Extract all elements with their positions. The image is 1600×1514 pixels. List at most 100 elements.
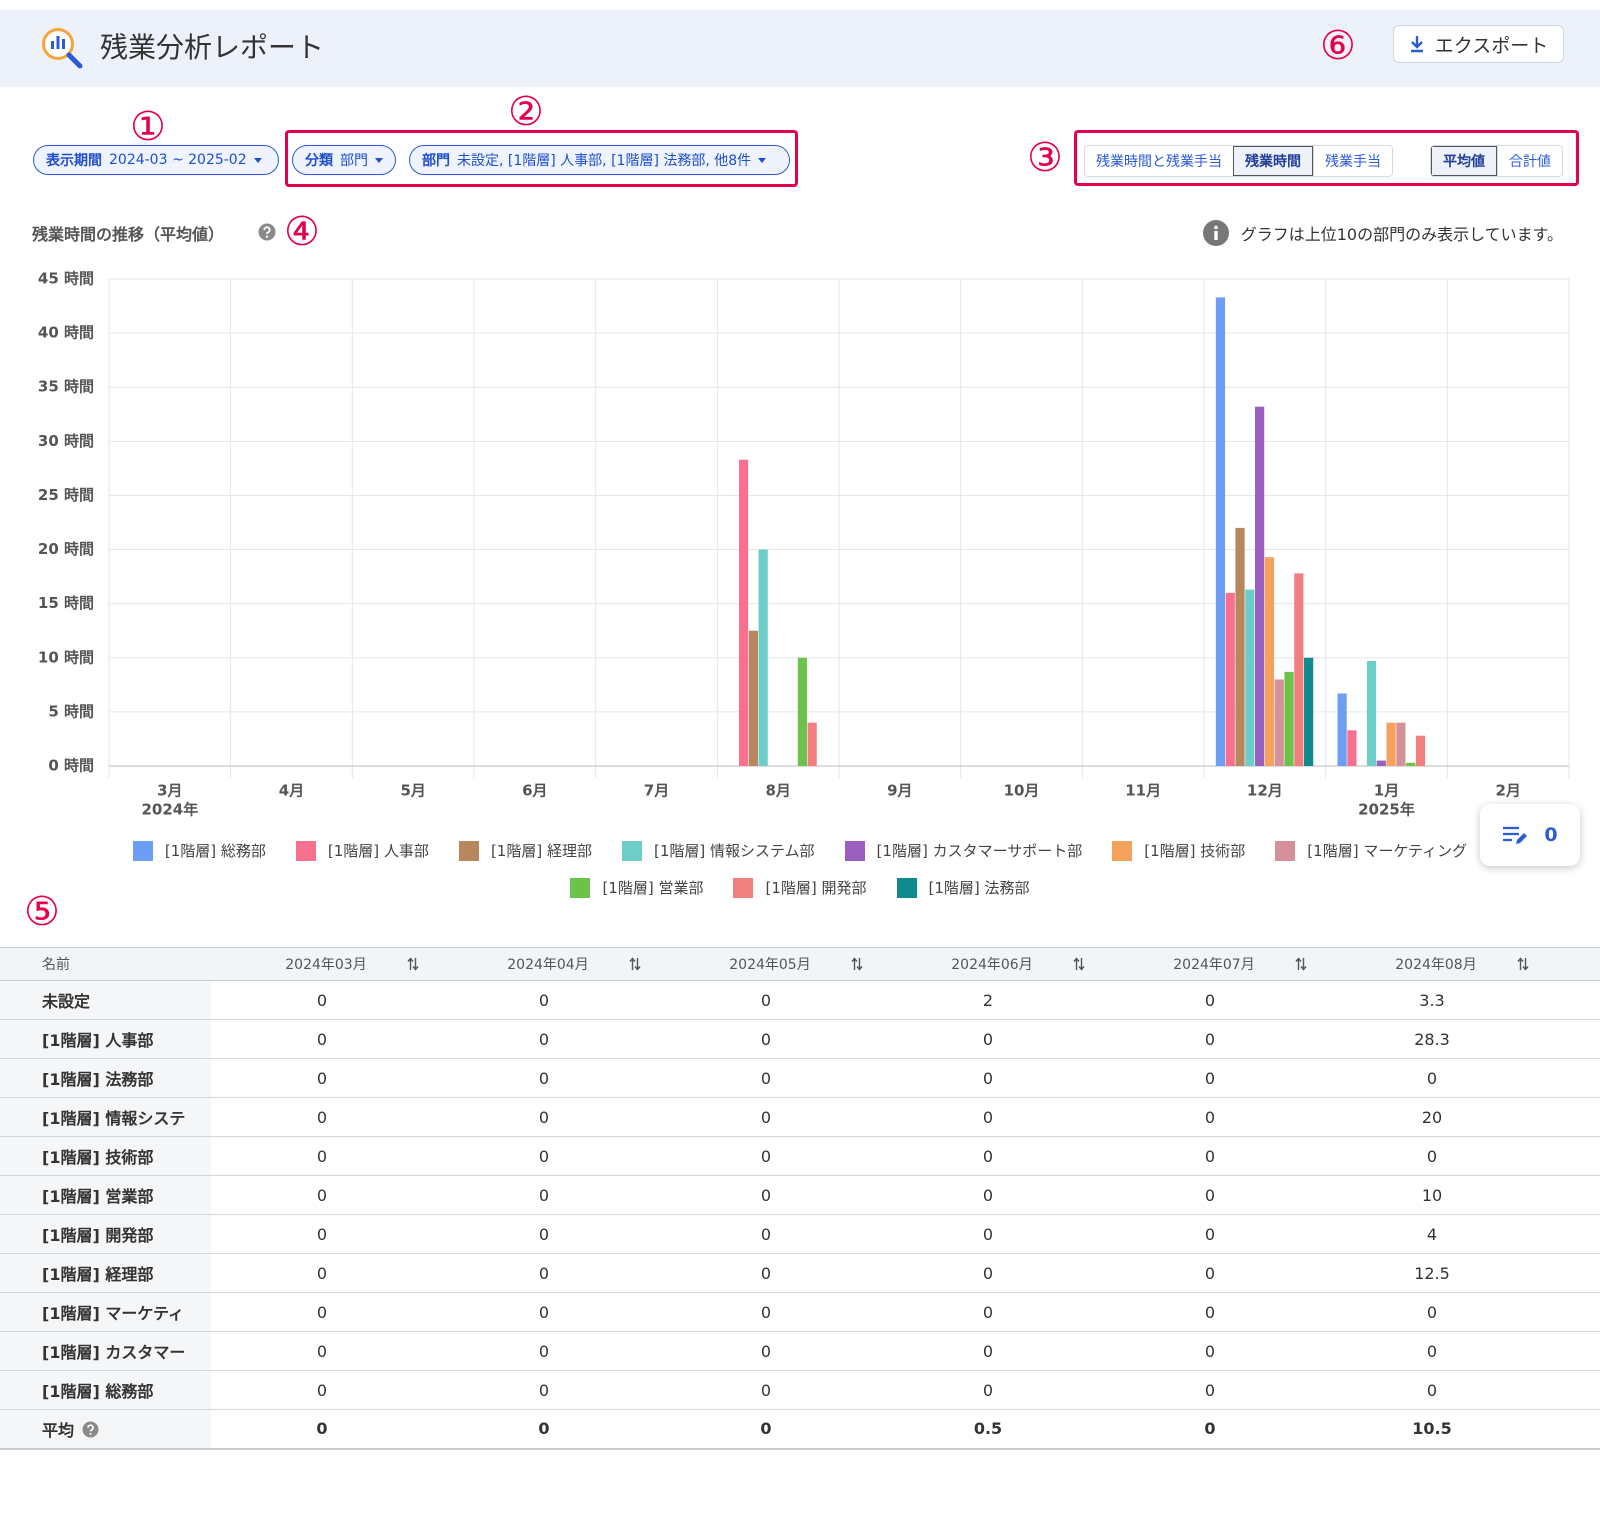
header-bar [0,10,1600,87]
legend-item[interactable]: [1階層] 技術部 [1112,840,1245,861]
data-table: 名前 2024年03月 2024年04月 2024年05月 2024年06月 2024年0… [0,947,1600,1450]
cell-value: 0 [1321,1292,1543,1332]
aggregate-toggle: 平均値 合計値 [1430,145,1563,177]
y-tick-label: 45 時間 [38,270,94,288]
bar [748,630,758,766]
legend-item[interactable]: [1階層] マーケティング [1275,840,1467,861]
cell-value: 0 [433,1136,655,1176]
legend-item[interactable]: [1階層] カスタマーサポート部 [844,840,1082,861]
header-text: 2024年04月 [507,957,589,973]
column-header[interactable]: 2024年06月 [877,947,1099,981]
annotation-marker: ① [130,104,166,150]
table-row: [1階層] 総務部 0 0 0 0 0 0 [0,1370,1600,1410]
header-content: 2024年07月 [1100,954,1320,974]
toggle-option[interactable]: 残業手当 [1313,146,1392,176]
row-filler [1543,1097,1600,1137]
legend-swatch [621,840,642,861]
cell-value: 0 [1099,1097,1321,1137]
cell-value: 0 [877,1175,1099,1215]
legend-item[interactable]: [1階層] 法務部 [896,877,1030,898]
cell-value: 0 [1321,1136,1543,1176]
header-row: 名前 2024年03月 2024年04月 2024年05月 2024年06月 2024年0… [0,947,1600,981]
header-content: 2024年06月 [878,954,1098,974]
table-row: [1階層] 技術部 0 0 0 0 0 0 [0,1136,1600,1176]
column-header: 名前 [0,947,211,981]
row-name: [1階層] 開発部 [0,1214,211,1254]
department-filter[interactable]: 部門 未設定, [1階層] 人事部, [1階層] 法務部, 他8件 [409,145,790,175]
sort-icon[interactable] [1517,957,1529,971]
table-row: [1階層] 人事部 0 0 0 0 0 28.3 [0,1019,1600,1059]
cell-value: 0 [1099,1292,1321,1332]
row-filler [1543,1370,1600,1410]
sort-icon[interactable] [407,957,419,971]
bar [1415,735,1426,766]
column-header[interactable]: 2024年07月 [1099,947,1321,981]
bar [758,549,768,766]
y-tick-label: 40 時間 [38,324,94,342]
y-tick-label: 30 時間 [38,432,94,450]
bar [1284,671,1294,766]
cell-value: 0 [655,1214,877,1254]
legend-label: [1階層] 法務部 [928,879,1030,897]
sort-icon[interactable] [629,957,641,971]
toggle-option[interactable]: 残業時間と残業手当 [1085,146,1233,176]
row-filler [1543,1253,1600,1293]
header-text: 名前 [42,957,70,973]
export-button[interactable]: エクスポート [1393,25,1564,63]
cell-value: 0 [655,1136,877,1176]
comment-button[interactable]: 0 [1480,804,1580,866]
cell-value: 12.5 [1321,1253,1543,1293]
filter-value: 部門 [340,153,368,169]
x-tick-label: 2月 [1495,782,1520,800]
row-filler [1543,1331,1600,1371]
cell-value: 0 [433,1253,655,1293]
cell-value: 2 [877,980,1099,1020]
legend-item[interactable]: [1階層] 人事部 [295,840,429,861]
legend-item[interactable]: [1階層] 経理部 [458,840,592,861]
legend-item[interactable]: [1階層] 開発部 [733,877,867,898]
y-tick-label: 5 時間 [48,702,94,720]
legend-item[interactable]: [1階層] 総務部 [132,840,266,861]
filter-value: 2024-03 ~ 2025-02 [109,152,247,168]
help-icon [82,1421,99,1438]
column-header[interactable]: 2024年03月 [211,947,433,981]
period-filter[interactable]: 表示期間 2024-03 ~ 2025-02 [33,145,279,175]
legend-swatch [570,877,591,898]
bar [1304,657,1314,766]
toggle-option[interactable]: 残業時間 [1233,146,1313,176]
cell-value: 0 [877,1292,1099,1332]
x-year-label: 2024年 [141,801,198,819]
legend-label: [1階層] 営業部 [602,879,704,897]
annotation-marker: ③ [1027,135,1063,181]
column-header[interactable]: 2024年08月 [1321,947,1543,981]
classification-filter[interactable]: 分類 部門 [292,145,396,175]
column-header[interactable]: 2024年05月 [655,947,877,981]
sort-icon[interactable] [1295,957,1307,971]
sort-icon[interactable] [1073,957,1085,971]
cell-value: 0 [211,1058,433,1098]
row-filler [1543,1409,1600,1450]
cell-value: 0 [211,1409,433,1450]
bar [1255,406,1265,766]
cell-value: 0 [211,1253,433,1293]
bar [1215,297,1226,766]
column-header[interactable]: 2024年04月 [433,947,655,981]
table-row: [1階層] 法務部 0 0 0 0 0 0 [0,1058,1600,1098]
toggle-option[interactable]: 平均値 [1431,146,1497,176]
toggle-option[interactable]: 合計値 [1497,146,1562,176]
table-row: [1階層] 経理部 0 0 0 0 0 12.5 [0,1253,1600,1293]
legend-item[interactable]: [1階層] 情報システム部 [621,840,815,861]
cell-value: 0 [877,1370,1099,1410]
cell-value: 0 [1321,1331,1543,1371]
sort-icon[interactable] [851,957,863,971]
legend-item[interactable]: [1階層] 営業部 [570,877,703,898]
cell-value: 0 [655,1331,877,1371]
annotation-marker: ④ [284,209,320,255]
highlight-box [1074,130,1579,186]
cell-value: 0 [877,1331,1099,1371]
table-body: 未設定 0 0 0 2 0 3.3 [1階層] 人事部 0 0 0 0 0 28.3 [1階層] 法務部 0 0… [0,980,1600,1450]
table-row: [1階層] 営業部 0 0 0 0 0 10 [0,1175,1600,1215]
bar [1366,661,1377,766]
legend-label: [1階層] マーケティング [1307,842,1468,860]
